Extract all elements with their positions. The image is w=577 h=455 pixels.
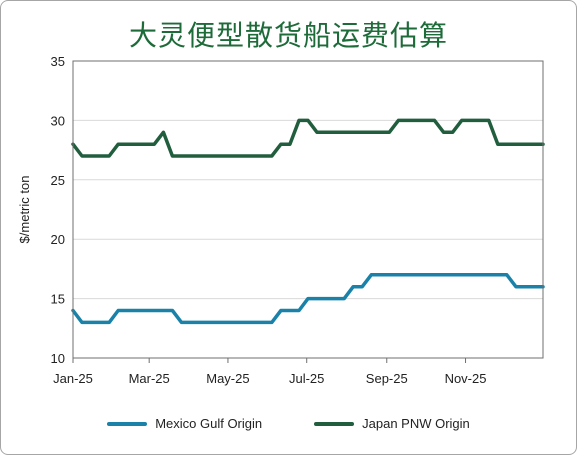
x-tick-label: Mar-25 xyxy=(129,371,170,386)
x-tick-label: May-25 xyxy=(206,371,249,386)
grid-lines xyxy=(73,119,543,300)
legend-item-mexico-gulf: Mexico Gulf Origin xyxy=(107,416,262,431)
series-lines xyxy=(71,118,545,325)
series-line-mexico-gulf-origin xyxy=(71,273,545,325)
legend-label-japan-pnw: Japan PNW Origin xyxy=(362,416,470,431)
chart-title: 大灵便型散货船运费估算 xyxy=(128,19,448,52)
y-tick-label: 20 xyxy=(51,232,65,247)
y-tick-label: 10 xyxy=(51,351,65,366)
plot-area xyxy=(72,60,544,359)
y-axis-label: $/metric ton xyxy=(17,176,32,244)
legend-swatch-mexico-gulf xyxy=(107,421,148,426)
y-tick-label: 35 xyxy=(51,54,65,69)
legend-swatch-japan-pnw xyxy=(314,421,355,426)
legend: Mexico Gulf Origin Japan PNW Origin xyxy=(0,416,577,431)
y-tick-label: 30 xyxy=(51,113,65,128)
x-tick-label: Sep-25 xyxy=(366,371,408,386)
x-tick-label: Jan-25 xyxy=(53,371,93,386)
y-axis-ticks: 10 15 20 25 30 35 xyxy=(51,54,65,366)
y-tick-label: 15 xyxy=(51,292,65,307)
x-tick-label: Nov-25 xyxy=(445,371,487,386)
legend-item-japan-pnw: Japan PNW Origin xyxy=(314,416,470,431)
series-line-japan-pnw-origin xyxy=(71,118,545,158)
legend-label-mexico-gulf: Mexico Gulf Origin xyxy=(155,416,263,431)
y-tick-label: 25 xyxy=(51,173,65,188)
x-tick-label: Jul-25 xyxy=(289,371,324,386)
x-axis-ticks: Jan-25 Mar-25 May-25 Jul-25 Sep-25 Nov-25 xyxy=(53,358,486,386)
